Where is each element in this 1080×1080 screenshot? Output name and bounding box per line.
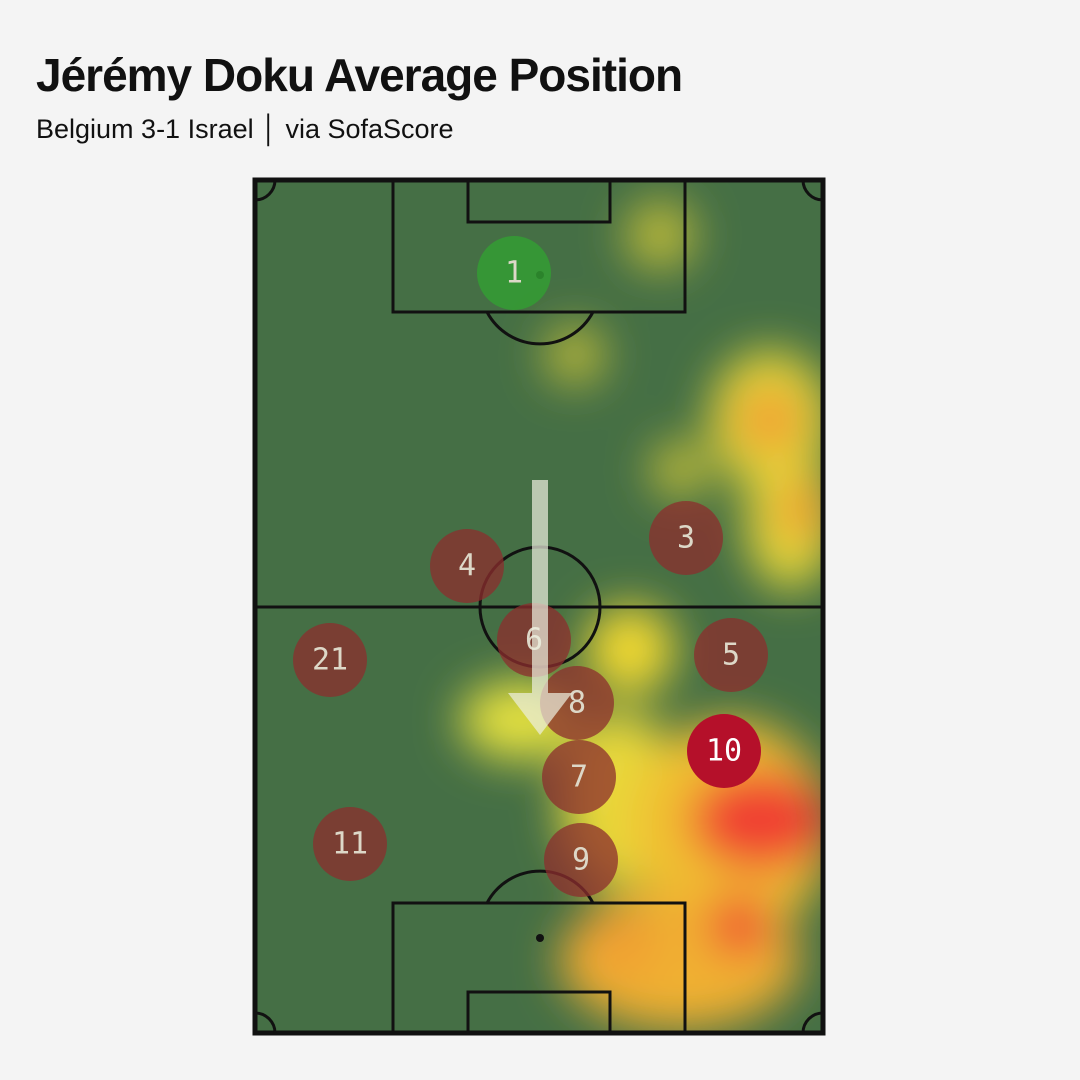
players: 14362158107119 [293,236,768,897]
subtitle: Belgium 3-1 Israel │ via SofaScore [36,114,454,144]
player-number: 5 [722,638,740,673]
title: Jérémy Doku Average Position [36,49,683,101]
player-marker [477,236,551,310]
player-number: 8 [568,686,586,721]
penalty-spot [536,934,544,942]
player-number: 4 [458,549,476,584]
player-marker [313,807,387,881]
player-marker [649,501,723,575]
player-number: 1 [505,256,523,291]
player-number: 21 [312,643,348,678]
player-marker [293,623,367,697]
player-marker [540,666,614,740]
player-number: 7 [570,760,588,795]
player-marker [687,714,761,788]
player-marker [694,618,768,692]
player-marker [544,823,618,897]
direction-arrow [508,480,572,735]
player-number: 3 [677,521,695,556]
player-marker [430,529,504,603]
player-number: 10 [706,734,742,769]
player-marker [542,740,616,814]
player-number: 11 [332,827,368,862]
player-number: 9 [572,843,590,878]
